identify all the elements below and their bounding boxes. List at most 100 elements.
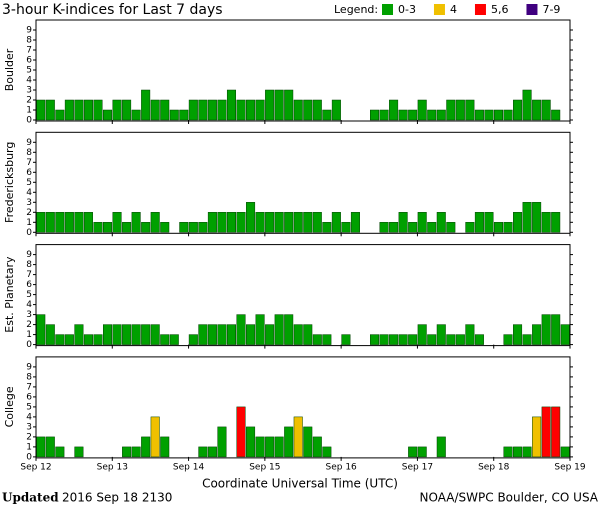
updated-time: 2016 Sep 18 2130: [62, 491, 172, 505]
bar: [560, 324, 570, 345]
bar: [141, 222, 151, 233]
bar: [274, 212, 284, 233]
bar: [160, 222, 170, 233]
y-tick-label: 1: [26, 218, 32, 228]
bar: [188, 222, 198, 233]
bar: [446, 222, 456, 233]
y-tick-label: 6: [26, 56, 32, 66]
bar: [560, 446, 570, 458]
y-tick-label: 2: [26, 320, 32, 330]
bar: [131, 212, 141, 233]
bar: [217, 212, 227, 233]
bar: [74, 324, 84, 345]
bar: [112, 324, 122, 345]
legend-swatch: [526, 4, 538, 15]
bar: [474, 109, 484, 121]
x-tick-label: Sep 16: [326, 462, 358, 472]
y-tick-label: 5: [26, 290, 32, 300]
bar: [312, 212, 322, 233]
x-tick-label: Sep 19: [554, 462, 586, 472]
bar: [236, 99, 246, 121]
bar: [36, 212, 46, 233]
bar: [532, 416, 542, 458]
bar: [303, 99, 313, 121]
bar: [83, 99, 93, 121]
y-tick-label: 1: [26, 442, 32, 452]
bar: [103, 109, 113, 121]
bar: [331, 99, 341, 121]
panel-frame: [35, 356, 571, 459]
y-tick-label: 7: [26, 382, 32, 392]
bar: [303, 324, 313, 345]
bar: [74, 212, 84, 233]
bar: [322, 334, 332, 345]
bar: [36, 99, 46, 121]
bar: [255, 436, 265, 458]
bar: [198, 222, 208, 233]
bar: [131, 109, 141, 121]
bar: [45, 212, 55, 233]
bar: [122, 222, 132, 233]
updated-label: Updated: [2, 491, 59, 505]
bar: [160, 99, 170, 121]
bar: [141, 436, 151, 458]
y-tick-label: 9: [26, 362, 32, 372]
bar: [122, 99, 132, 121]
bar: [493, 222, 504, 233]
bar: [45, 99, 55, 121]
bar: [493, 109, 504, 121]
bar: [198, 99, 208, 121]
x-tick-label: Sep 13: [97, 462, 128, 472]
chart-title: 3-hour K-indices for Last 7 days: [2, 2, 223, 18]
y-tick-label: 4: [26, 412, 32, 422]
bar: [93, 222, 103, 233]
bar: [103, 222, 113, 233]
bar: [503, 109, 513, 121]
y-tick-label: 8: [26, 148, 32, 158]
x-tick-label: Sep 17: [402, 462, 433, 472]
bar: [198, 446, 208, 458]
bar: [265, 89, 275, 121]
bar: [427, 334, 437, 345]
bar: [122, 324, 132, 345]
bar: [293, 99, 303, 121]
bar: [312, 99, 322, 121]
bar: [322, 222, 332, 233]
bar: [455, 99, 465, 121]
bar: [112, 99, 122, 121]
bar: [83, 334, 93, 345]
bar: [265, 212, 275, 233]
bar: [246, 202, 256, 233]
bar: [303, 212, 313, 233]
bar: [265, 436, 275, 458]
bar: [293, 416, 303, 458]
bar: [513, 212, 523, 233]
bar: [503, 446, 513, 458]
bar: [64, 212, 74, 233]
y-tick-label: 7: [26, 46, 32, 56]
y-tick-label: 7: [26, 158, 32, 168]
x-axis-label: Coordinate Universal Time (UTC): [202, 477, 398, 491]
bar: [532, 324, 542, 345]
bar: [436, 109, 446, 121]
legend-title: Legend:: [334, 3, 378, 16]
x-tick-label: Sep 18: [478, 462, 510, 472]
bar: [474, 212, 484, 233]
y-tick-label: 2: [26, 96, 32, 106]
bar: [150, 99, 160, 121]
y-tick-label: 6: [26, 392, 32, 402]
y-tick-label: 8: [26, 260, 32, 270]
bar: [293, 324, 303, 345]
bar: [284, 426, 294, 458]
bar: [484, 212, 494, 233]
bar: [150, 212, 160, 233]
y-tick-label: 3: [26, 310, 32, 320]
bar: [551, 406, 561, 458]
bar: [427, 109, 437, 121]
bar: [188, 334, 198, 345]
bar: [83, 212, 93, 233]
y-tick-label: 8: [26, 372, 32, 382]
bar: [436, 212, 446, 233]
bar: [417, 212, 427, 233]
bar: [436, 324, 446, 345]
